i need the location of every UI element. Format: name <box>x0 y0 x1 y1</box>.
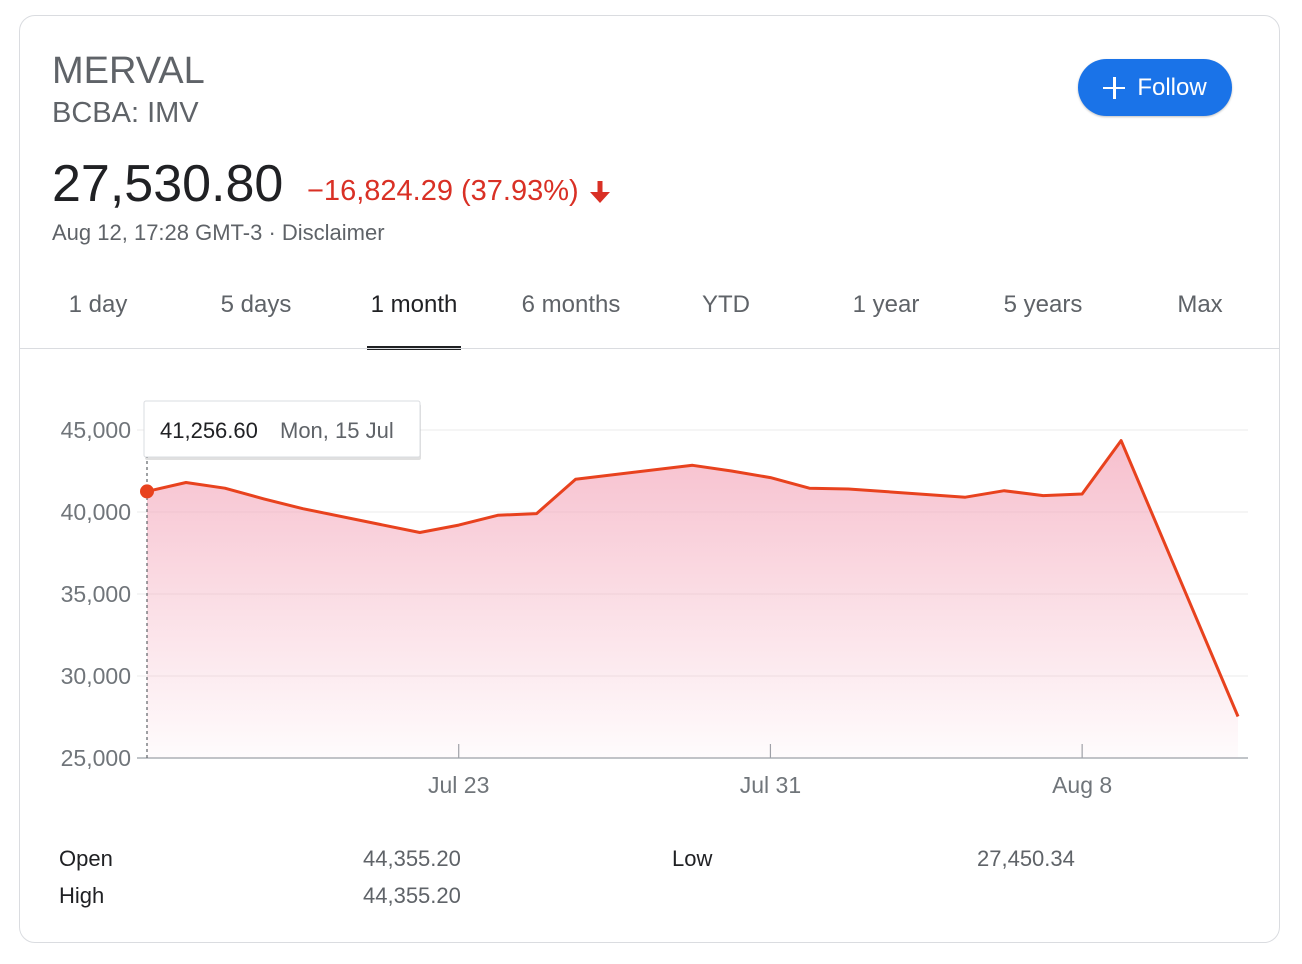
follow-label: Follow <box>1137 73 1207 101</box>
y-tick-label: 40,000 <box>61 499 131 525</box>
price-change-text: −16,824.29 (37.93%) <box>307 175 579 207</box>
tab-5-days[interactable]: 5 days <box>220 291 292 318</box>
price-chart[interactable]: 45,000 40,000 35,000 30,000 25,000 Jul 23 Jul … <box>0 380 1302 820</box>
tab-1-month[interactable]: 1 month <box>367 272 461 350</box>
low-value: 27,450.34 <box>977 846 1075 871</box>
tabs-divider <box>20 348 1280 349</box>
arrow-down-icon <box>589 180 610 203</box>
high-value: 44,355.20 <box>363 883 461 908</box>
x-tick-label: Jul 31 <box>740 772 801 798</box>
quote-timestamp: Aug 12, 17:28 GMT-3 · Disclaimer <box>52 220 385 245</box>
y-tick-label: 25,000 <box>61 745 131 771</box>
x-tick-label: Jul 23 <box>428 772 489 798</box>
y-tick-label: 30,000 <box>61 663 131 689</box>
plus-icon <box>1103 76 1126 99</box>
index-name: MERVAL <box>52 50 205 92</box>
hover-point <box>140 484 154 499</box>
tooltip-date: Mon, 15 Jul <box>280 418 394 443</box>
series-line <box>146 439 1240 718</box>
high-label: High <box>59 883 105 908</box>
chart-tooltip: 41,256.60 Mon, 15 Jul <box>143 400 421 460</box>
tab-max[interactable]: Max <box>1177 291 1223 318</box>
tab-ytd[interactable]: YTD <box>702 291 750 318</box>
range-tabs: 1 day 5 days 1 month 6 months YTD 1 year… <box>20 272 1280 350</box>
tooltip-value: 41,256.60 <box>160 418 258 443</box>
y-tick-label: 45,000 <box>61 417 131 443</box>
tab-6-months[interactable]: 6 months <box>521 291 621 318</box>
current-price: 27,530.80 <box>52 155 284 213</box>
index-ticker: BCBA: IMV <box>52 97 199 129</box>
follow-button[interactable]: Follow <box>1078 59 1232 116</box>
y-tick-label: 35,000 <box>61 581 131 607</box>
series-area <box>147 440 1238 758</box>
open-value: 44,355.20 <box>363 846 461 871</box>
x-tick-label: Aug 8 <box>1052 772 1112 798</box>
tab-1-day[interactable]: 1 day <box>68 291 128 318</box>
low-label: Low <box>672 846 713 871</box>
tab-1-year[interactable]: 1 year <box>852 291 920 318</box>
open-label: Open <box>59 846 113 871</box>
tab-5-years[interactable]: 5 years <box>1003 291 1083 318</box>
price-change: −16,824.29 (37.93%) <box>307 177 611 206</box>
